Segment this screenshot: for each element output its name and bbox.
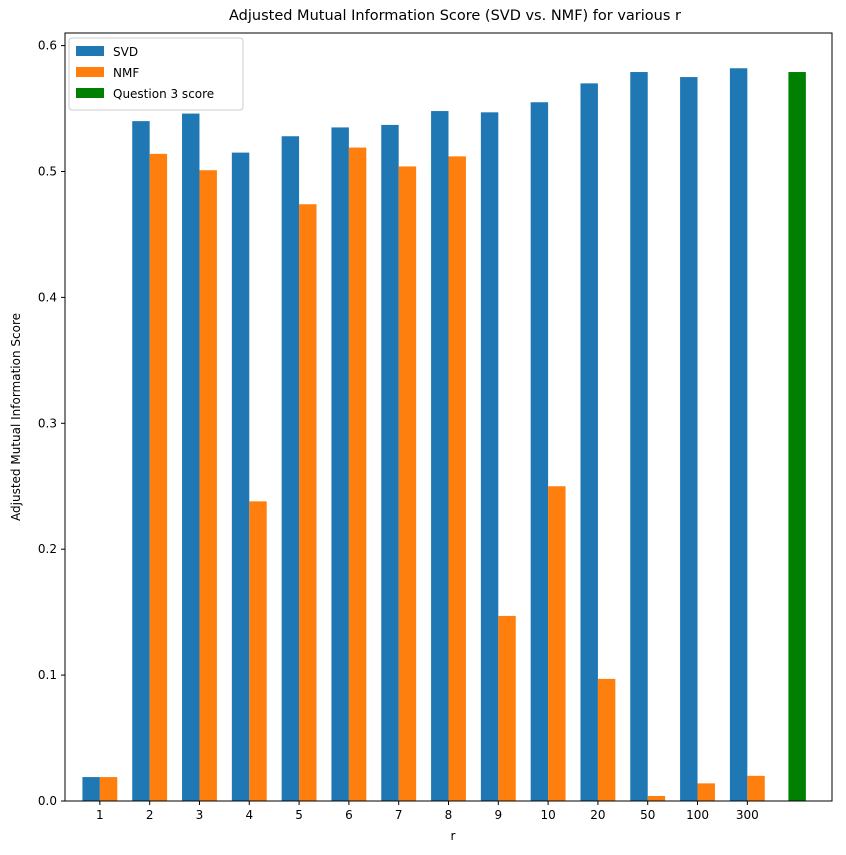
bar-nmf-10 (548, 486, 566, 801)
bar-nmf-8 (448, 156, 466, 801)
legend-swatch (76, 67, 104, 77)
x-tick-label: 10 (540, 808, 555, 822)
bar-svd-300 (729, 68, 748, 802)
x-tick-label: 1 (96, 808, 104, 822)
legend-label: NMF (113, 66, 139, 80)
legend-box (68, 37, 244, 111)
bar-svd-5 (281, 136, 300, 801)
bar-nmf-20 (597, 678, 616, 801)
bar-svd-2 (132, 121, 150, 801)
bar-nmf-5 (299, 204, 317, 802)
legend-swatch (76, 46, 104, 56)
x-tick-label: 7 (395, 808, 403, 822)
bar-svd-6 (331, 127, 349, 802)
chart-title: Adjusted Mutual Information Score (SVD v… (229, 8, 681, 24)
bar-nmf-3 (199, 170, 217, 801)
bar-nmf-50 (647, 795, 666, 801)
legend-label: SVD (113, 45, 138, 59)
legend: SVD NMF Question 3 score (68, 37, 244, 111)
bar-nmf-7 (398, 166, 417, 801)
x-tick-label: 300 (736, 808, 759, 822)
bar-nmf-6 (348, 147, 367, 801)
y-axis-label: Adjusted Mutual Information Score (9, 313, 23, 521)
legend-label: Question 3 score (113, 87, 214, 101)
y-tick-label: 0.0 (38, 794, 57, 808)
bar-svd-4 (231, 152, 250, 801)
y-tick-label: 0.1 (38, 668, 57, 682)
bar-svd-7 (381, 124, 399, 801)
x-tick-label: 9 (494, 808, 502, 822)
bar-question-3-score (788, 72, 806, 801)
y-tick-label: 0.3 (38, 416, 57, 430)
bar-svd-9 (480, 112, 499, 801)
x-tick-label: 20 (590, 808, 605, 822)
x-tick-label: 50 (640, 808, 655, 822)
y-tick-label: 0.4 (38, 290, 57, 304)
bar-svd-100 (680, 77, 698, 802)
x-tick-label: 100 (686, 808, 709, 822)
bar-svd-10 (530, 102, 549, 801)
bar-svd-1 (82, 777, 100, 801)
legend-swatch (76, 88, 104, 98)
x-tick-label: 2 (146, 808, 154, 822)
bar-nmf-4 (249, 501, 267, 801)
plot-area: 0.0 0.1 0.2 0.3 0.4 0.5 0.6 1 2 3 4 5 6 7 8 9 10 20 50 100 3… (38, 32, 833, 822)
x-axis-label: r (451, 829, 456, 843)
bar-nmf-1 (99, 777, 118, 801)
bar-nmf-2 (149, 153, 168, 801)
x-tick-label: 5 (295, 808, 303, 822)
x-tick-label: 6 (345, 808, 353, 822)
y-tick-label: 0.2 (38, 542, 57, 556)
bar-nmf-300 (747, 775, 765, 801)
bar-nmf-100 (697, 783, 715, 801)
x-tick-label: 8 (445, 808, 453, 822)
bar-nmf-9 (498, 615, 516, 801)
bar-svd-3 (182, 113, 200, 802)
bar-svd-50 (630, 72, 648, 801)
x-tick-label: 3 (196, 808, 204, 822)
x-tick-label: 4 (245, 808, 253, 822)
y-tick-label: 0.6 (38, 39, 57, 53)
y-tick-label: 0.5 (38, 164, 57, 178)
bar-svd-8 (431, 111, 449, 801)
bar-svd-20 (580, 83, 598, 801)
